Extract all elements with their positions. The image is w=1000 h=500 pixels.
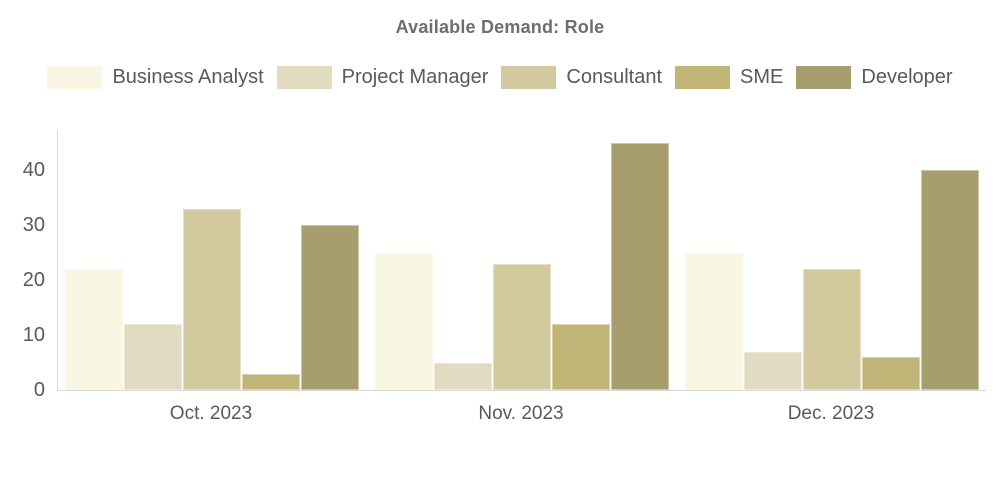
legend-item-project-manager[interactable]: Project Manager — [276, 66, 489, 89]
legend-swatch-icon — [47, 66, 103, 89]
x-tick-label: Nov. 2023 — [478, 403, 564, 424]
bar-consultant[interactable] — [803, 269, 861, 390]
bar-business-analyst[interactable] — [685, 252, 743, 390]
bar-consultant[interactable] — [493, 263, 551, 390]
bar-developer[interactable] — [611, 142, 669, 390]
x-tick-label: Dec. 2023 — [787, 403, 875, 424]
legend-label: SME — [740, 66, 784, 88]
legend-swatch-icon — [501, 66, 557, 89]
legend-item-developer[interactable]: Developer — [796, 66, 953, 89]
bar-consultant[interactable] — [183, 208, 241, 390]
y-axis: 0 10 20 30 40 — [0, 130, 45, 400]
legend-swatch-icon — [796, 66, 852, 89]
legend-swatch-icon — [276, 66, 332, 89]
bar-project-manager[interactable] — [434, 362, 492, 390]
bar-developer[interactable] — [301, 225, 359, 390]
bar-developer[interactable] — [921, 170, 979, 390]
legend-label: Developer — [861, 66, 953, 88]
legend-item-consultant[interactable]: Consultant — [501, 66, 662, 89]
bar-business-analyst[interactable] — [65, 269, 123, 390]
legend: Business Analyst Project Manager Consultan… — [0, 66, 1000, 89]
legend-swatch-icon — [675, 66, 731, 89]
bar-group-dec-2023 — [685, 170, 979, 390]
legend-item-business-analyst[interactable]: Business Analyst — [47, 66, 264, 89]
legend-item-sme[interactable]: SME — [675, 66, 783, 89]
bar-sme[interactable] — [242, 373, 300, 390]
plot-area — [57, 130, 986, 391]
y-tick-label: 30 — [22, 214, 45, 236]
x-axis: Oct. 2023 Nov. 2023 Dec. 2023 — [57, 403, 985, 425]
y-tick-label: 40 — [22, 159, 45, 181]
bar-sme[interactable] — [552, 324, 610, 390]
x-tick-label: Oct. 2023 — [169, 403, 253, 424]
bar-project-manager[interactable] — [744, 351, 802, 390]
bar-sme[interactable] — [862, 357, 920, 390]
legend-label: Project Manager — [341, 66, 489, 88]
y-tick-label: 10 — [22, 324, 45, 346]
legend-label: Business Analyst — [112, 66, 264, 88]
y-tick-label: 0 — [33, 379, 45, 401]
bar-groups — [58, 130, 986, 390]
bar-group-nov-2023 — [375, 142, 669, 390]
bar-project-manager[interactable] — [124, 324, 182, 390]
legend-label: Consultant — [566, 66, 663, 88]
y-tick-label: 20 — [22, 269, 45, 291]
chart-title: Available Demand: Role — [395, 17, 605, 37]
bar-group-oct-2023 — [65, 208, 359, 390]
bar-business-analyst[interactable] — [375, 252, 433, 390]
